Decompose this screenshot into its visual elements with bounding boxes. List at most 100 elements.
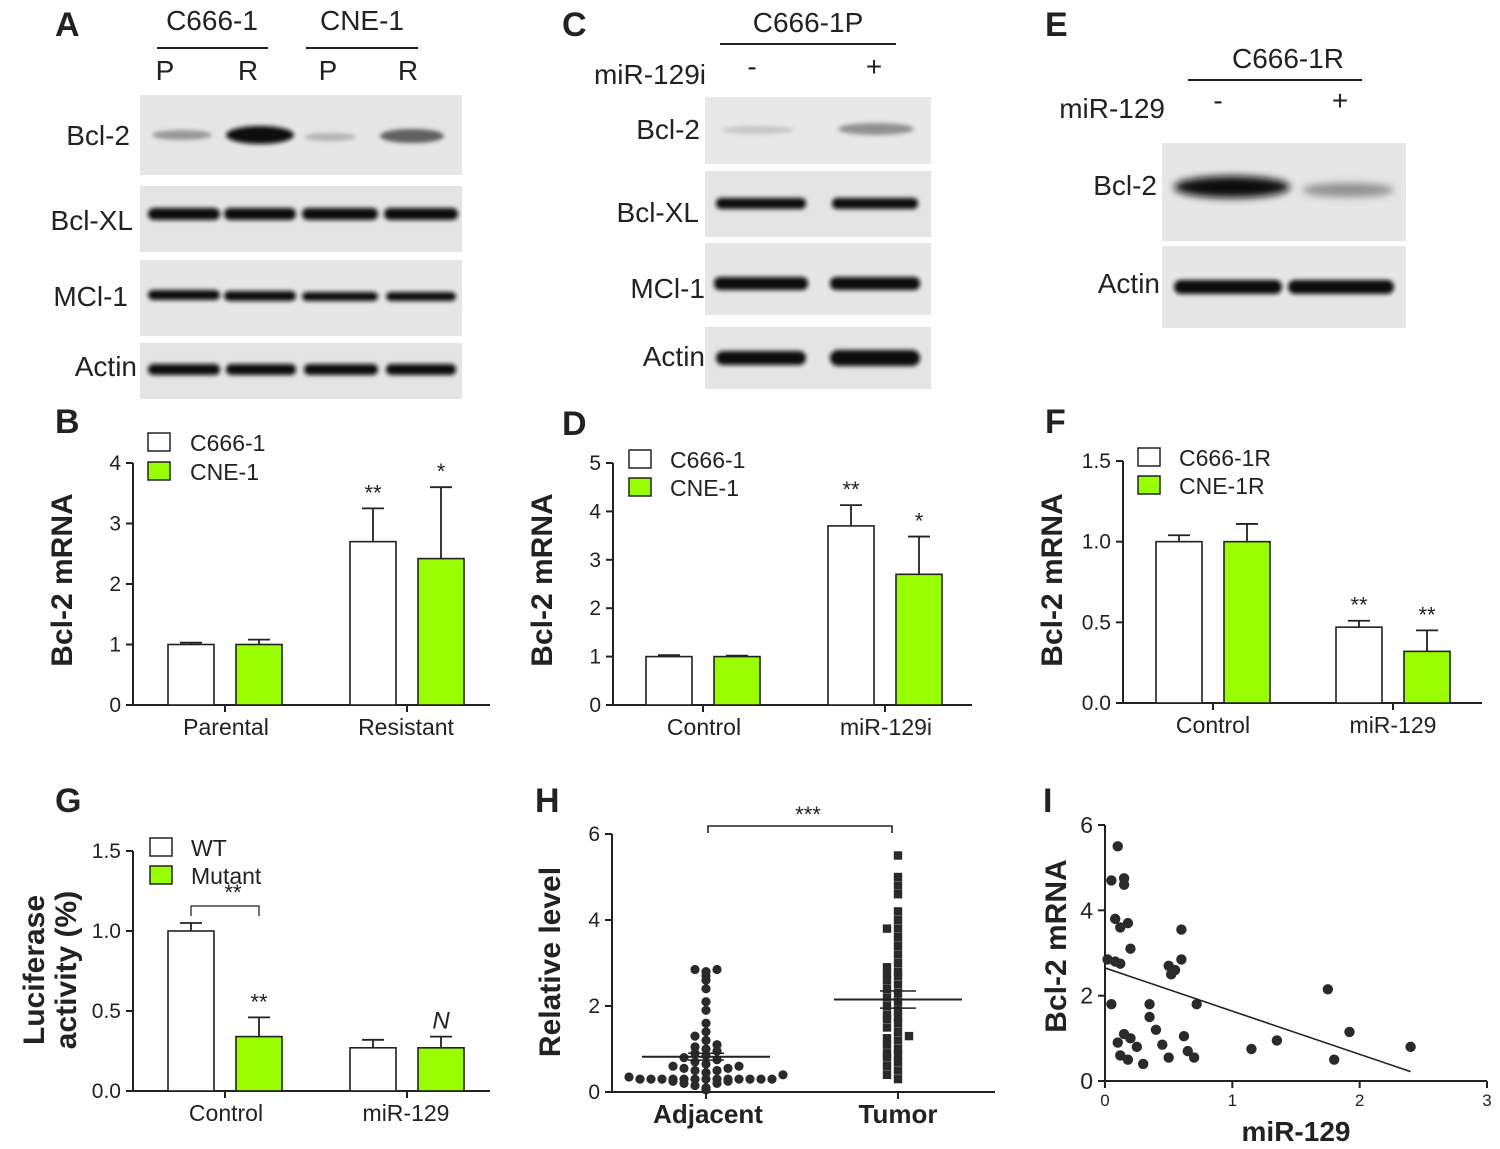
data-point [1176, 924, 1187, 935]
plot-area: 0.0 0.5 1.0 1.5 ** N ** [92, 840, 490, 1103]
legend-label: CNE-1 [670, 475, 739, 501]
y-axis-label: activity (%) [50, 891, 83, 1049]
data-point [1112, 841, 1123, 852]
bar [645, 655, 693, 706]
y-tick-label: 2 [588, 995, 600, 1018]
y-tick-label: 0.5 [1082, 611, 1111, 634]
lane-label: P [156, 55, 175, 86]
data-point [1115, 1050, 1126, 1061]
data-point [893, 1027, 903, 1036]
data-point [679, 1074, 689, 1084]
data-point [701, 1059, 711, 1069]
blot-band [716, 198, 806, 209]
blot-band [152, 130, 212, 140]
data-point [1122, 917, 1134, 929]
data-point [1191, 999, 1202, 1010]
blot-band [148, 364, 220, 375]
significance-label: *** [795, 802, 821, 827]
y-axis-label: Bcl-2 mRNA [1040, 859, 1073, 1032]
y-tick-label: 1.5 [92, 840, 121, 863]
y-tick-label: 1.5 [1082, 450, 1111, 473]
y-tick-label: 0 [588, 1081, 600, 1104]
y-tick-label: 1.0 [92, 920, 121, 943]
y-axis-label: Luciferase [18, 895, 51, 1045]
bar [1403, 650, 1451, 704]
blot-band [302, 208, 378, 220]
y-tick-label: 0 [1080, 1068, 1093, 1094]
bar [1155, 540, 1203, 704]
blot-row-label: Bcl-XL [617, 197, 699, 228]
category-label: Tumor [859, 1099, 938, 1129]
regression-line [1104, 967, 1411, 1073]
blot-band [148, 290, 220, 300]
data-point [1157, 1039, 1168, 1050]
y-tick-label: 1 [109, 634, 121, 657]
data-point [701, 1083, 711, 1093]
x-tick-label: 0 [1100, 1091, 1109, 1110]
significance-label: ** [1418, 602, 1436, 627]
bar-chart-g: G WT Mutant Luciferase activity (%) Cont… [18, 782, 490, 1126]
panel-a-western-blot: A C666-1 CNE-1 P R P R Bcl-2 Bcl-XL MCl-… [51, 5, 462, 399]
y-tick-label: 4 [588, 909, 600, 932]
blot-band [830, 277, 920, 290]
group-label: C666-1R [1232, 43, 1344, 74]
bar [1335, 626, 1383, 704]
bar [1223, 540, 1271, 704]
data-point [893, 1051, 903, 1060]
category-label: Adjacent [653, 1099, 763, 1129]
blot-row-label: Bcl-2 [1093, 170, 1157, 201]
y-tick-label: 2 [109, 573, 121, 596]
significance-label: ** [224, 880, 242, 905]
data-point [893, 924, 903, 933]
data-point [635, 1074, 645, 1084]
blot-band [1288, 280, 1394, 294]
panel-c-western-blot: C C666-1P miR-129i - + Bcl-2 Bcl-XL MCl-… [562, 6, 931, 389]
legend-label: C666-1 [190, 430, 265, 456]
blot-band [380, 129, 444, 143]
data-point [893, 958, 903, 968]
data-point [1115, 922, 1126, 933]
dot-plot-h: H Relative level Adjacent Tumor 0 2 4 6 *** [534, 782, 995, 1129]
data-point [1106, 875, 1117, 886]
lane-label: R [398, 55, 418, 86]
blot-band [386, 364, 456, 375]
data-point [701, 1044, 711, 1054]
bar [895, 573, 943, 706]
data-point [679, 1063, 689, 1073]
significance-label: ** [1350, 593, 1368, 618]
data-point [1150, 1024, 1162, 1036]
y-tick-label: 4 [1080, 897, 1093, 923]
data-point [882, 924, 892, 933]
y-tick-label: 5 [589, 452, 601, 475]
blot-band [384, 208, 458, 220]
data-point [1169, 964, 1181, 976]
significance-label: N [432, 1008, 450, 1035]
legend-swatch [149, 865, 173, 885]
y-tick-label: 4 [109, 452, 121, 475]
data-point [1131, 1041, 1143, 1053]
significance-bracket [190, 905, 260, 916]
lane-label: + [866, 51, 882, 82]
legend-label: CNE-1 [190, 459, 259, 485]
treatment-label: miR-129 [1059, 93, 1165, 124]
data-point [893, 941, 903, 950]
data-point [893, 1057, 903, 1067]
data-point [1125, 1033, 1136, 1044]
blot-band [838, 123, 914, 135]
data-point [893, 890, 903, 899]
data-point [701, 1035, 711, 1045]
data-point [1115, 958, 1126, 969]
data-point [893, 1066, 903, 1075]
data-point [1405, 1041, 1416, 1053]
bar [417, 1047, 465, 1092]
group-label-cne-1: CNE-1 [320, 5, 404, 36]
bar [235, 1035, 283, 1092]
legend-swatch [147, 432, 171, 452]
data-point [624, 1072, 634, 1082]
scatter-plot-i: I Bcl-2 mRNA miR-129 0 2 4 6 0 1 2 3 [1040, 782, 1492, 1147]
data-point [657, 1074, 667, 1084]
data-point [904, 1031, 914, 1041]
panel-label-f: F [1045, 403, 1066, 441]
blot-band [1174, 280, 1282, 294]
y-tick-label: 1 [589, 646, 601, 669]
